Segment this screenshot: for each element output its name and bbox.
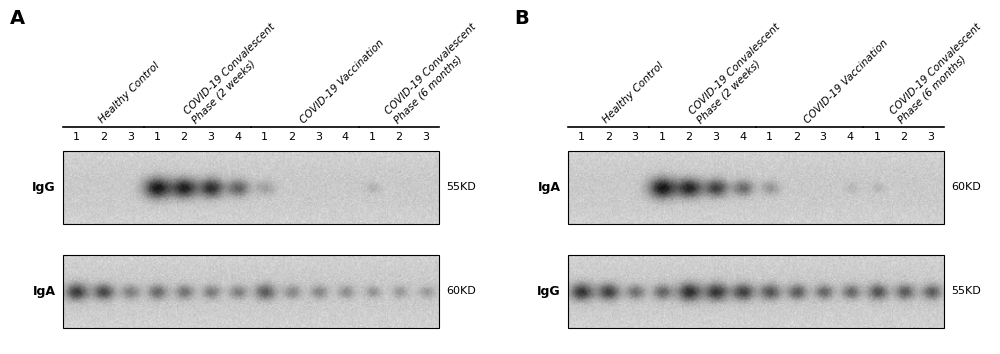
Text: COVID-19 Convalescent
Phase (2 weeks): COVID-19 Convalescent Phase (2 weeks) bbox=[687, 22, 790, 125]
Text: COVID-19 Vaccination: COVID-19 Vaccination bbox=[803, 37, 890, 125]
Text: 3: 3 bbox=[315, 132, 322, 142]
Text: IgA: IgA bbox=[538, 181, 561, 194]
Text: A: A bbox=[10, 9, 25, 28]
Text: 1: 1 bbox=[369, 132, 376, 142]
Text: COVID-19 Convalescent
Phase (6 months): COVID-19 Convalescent Phase (6 months) bbox=[888, 22, 991, 125]
Text: 1: 1 bbox=[578, 132, 585, 142]
Text: 2: 2 bbox=[793, 132, 800, 142]
Text: 60KD: 60KD bbox=[951, 182, 981, 193]
Text: 3: 3 bbox=[127, 132, 134, 142]
Bar bbox=[63, 151, 439, 224]
Text: 3: 3 bbox=[712, 132, 719, 142]
Text: COVID-19 Convalescent
Phase (2 weeks): COVID-19 Convalescent Phase (2 weeks) bbox=[182, 22, 285, 125]
Text: 1: 1 bbox=[766, 132, 773, 142]
Text: 4: 4 bbox=[846, 132, 854, 142]
Text: 55KD: 55KD bbox=[951, 286, 981, 297]
Text: 2: 2 bbox=[100, 132, 107, 142]
Text: COVID-19 Vaccination: COVID-19 Vaccination bbox=[298, 37, 386, 125]
Text: 1: 1 bbox=[261, 132, 268, 142]
Text: Healthy Control: Healthy Control bbox=[96, 60, 161, 125]
Text: 2: 2 bbox=[685, 132, 692, 142]
Bar bbox=[63, 255, 439, 328]
Text: 2: 2 bbox=[605, 132, 612, 142]
Text: 1: 1 bbox=[658, 132, 665, 142]
Text: 1: 1 bbox=[154, 132, 161, 142]
Text: 3: 3 bbox=[927, 132, 934, 142]
Text: 2: 2 bbox=[181, 132, 188, 142]
Text: 60KD: 60KD bbox=[447, 286, 476, 297]
Text: 4: 4 bbox=[342, 132, 349, 142]
Text: B: B bbox=[515, 9, 529, 28]
Text: IgG: IgG bbox=[537, 285, 561, 298]
Text: 3: 3 bbox=[820, 132, 827, 142]
Text: Healthy Control: Healthy Control bbox=[601, 60, 666, 125]
Bar bbox=[568, 151, 944, 224]
Bar bbox=[568, 255, 944, 328]
Text: 1: 1 bbox=[873, 132, 880, 142]
Text: 3: 3 bbox=[207, 132, 214, 142]
Text: IgG: IgG bbox=[32, 181, 56, 194]
Text: 1: 1 bbox=[73, 132, 80, 142]
Text: 2: 2 bbox=[395, 132, 403, 142]
Text: IgA: IgA bbox=[33, 285, 56, 298]
Text: 3: 3 bbox=[422, 132, 429, 142]
Text: COVID-19 Convalescent
Phase (6 months): COVID-19 Convalescent Phase (6 months) bbox=[384, 22, 487, 125]
Text: 2: 2 bbox=[288, 132, 295, 142]
Text: 4: 4 bbox=[234, 132, 241, 142]
Text: 4: 4 bbox=[739, 132, 746, 142]
Text: 3: 3 bbox=[632, 132, 639, 142]
Text: 55KD: 55KD bbox=[447, 182, 476, 193]
Text: 2: 2 bbox=[900, 132, 907, 142]
